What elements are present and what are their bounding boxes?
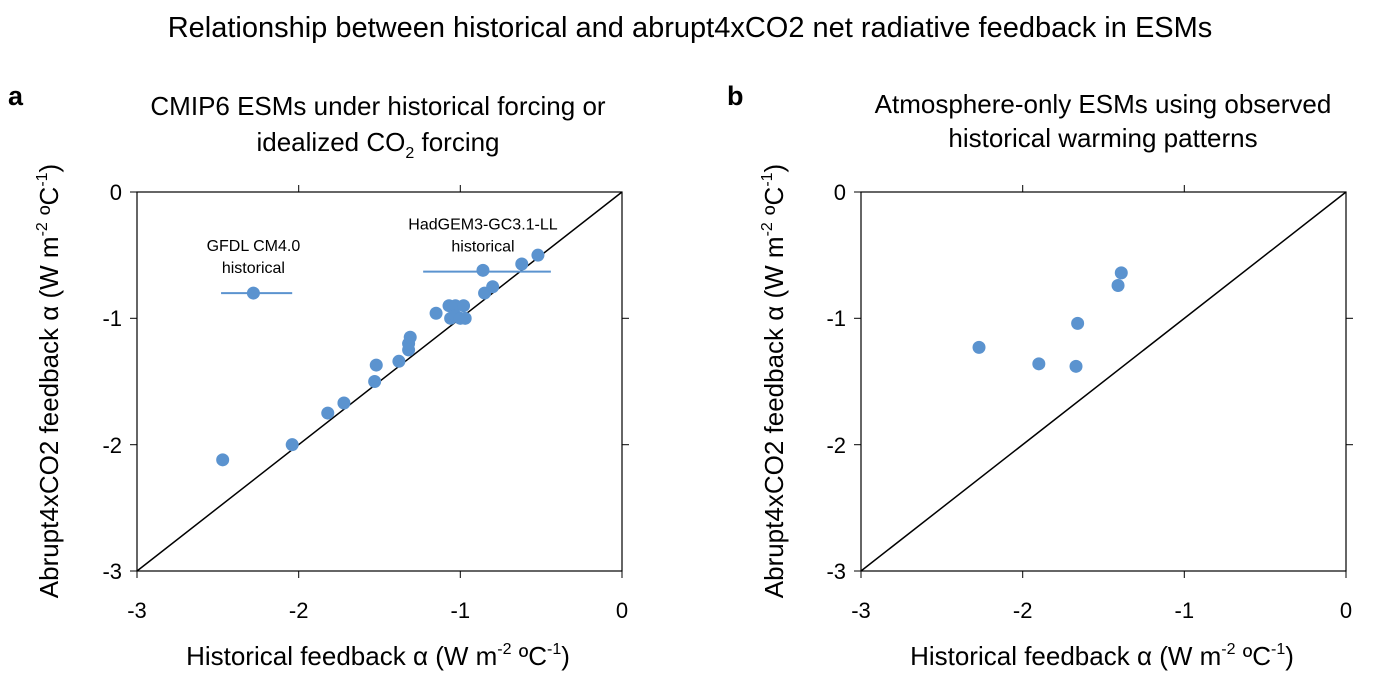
panel-a-ylabel-end: ) (34, 164, 64, 173)
panel-a-annotation-line1: HadGEM3-GC3.1-LL (408, 217, 557, 234)
panel-b-xtick-label: -1 (1175, 598, 1195, 623)
panel-a-xlabel: Historical feedback α (W m-2 ºC-1) (186, 641, 570, 671)
panel-a-data-point (246, 286, 260, 300)
panel-b-xlabel-main: Historical feedback α (W m (910, 641, 1221, 671)
panel-a-ytick-label: -1 (102, 306, 122, 331)
panel-a-data-point (486, 280, 500, 294)
panel-a-xtick-label: -2 (289, 598, 309, 623)
panel-a-xtick-label: -3 (127, 598, 147, 623)
panel-a-data-point (368, 375, 382, 388)
panel-a-xlabel-main: Historical feedback α (W m (186, 641, 497, 671)
panel-b-letter: b (727, 81, 744, 111)
panel-a-data-point (392, 354, 406, 368)
panel-b-ylabel: Abrupt4xCO2 feedback α (W m-2 ºC-1) (759, 164, 789, 598)
panel-a-ylabel-sup1: -2 (34, 222, 51, 236)
panel-a-ytick-labels: 0 -1 -2 -3 (102, 180, 122, 584)
panel-b-ticks (854, 185, 1353, 578)
panel-b-xlabel-end: ) (1285, 641, 1294, 671)
panel-a-ylabel-mid: ºC (34, 187, 64, 223)
panel-b-data-point (1032, 357, 1046, 371)
panel-a-plot-frame (136, 191, 623, 572)
panel-b-data-point (1114, 266, 1128, 280)
panel-a-xlabel-end: ) (561, 641, 570, 671)
panel-b-one-to-one-line (860, 191, 1347, 572)
panel-a-xlabel-sup2: -1 (547, 641, 561, 658)
panel-a-data-point (429, 306, 443, 320)
panel-a-ylabel-main: Abrupt4xCO2 feedback α (W m (34, 236, 64, 598)
panel-a-title-line2-sub: 2 (405, 145, 414, 162)
panel-a-data-point (216, 453, 230, 467)
panel-a-marks: GFDL CM4.0 historical HadGEM3-GC3.1-LL hist… (136, 191, 623, 572)
panel-a-xlabel-mid: ºC (512, 641, 548, 671)
panel-a-data-point (321, 406, 335, 420)
panel-a-data-point (531, 248, 545, 262)
panel-b-marks (860, 191, 1347, 572)
panel-b-ylabel-mid: ºC (759, 187, 789, 223)
panel-a-title-line2-main: idealized CO (256, 127, 405, 157)
panel-a-data-point (458, 311, 472, 325)
panel-b: b Atmosphere-only ESMs using observed hi… (727, 81, 1353, 671)
panel-a-letter: a (8, 81, 24, 111)
panel-b-xtick-label: -2 (1013, 598, 1033, 623)
panel-b-ytick-label: -1 (826, 306, 846, 331)
panel-b-ytick-label: -3 (826, 559, 846, 584)
panel-b-data-point (972, 340, 986, 354)
panel-a-ylabel: Abrupt4xCO2 feedback α (W m-2 ºC-1) (34, 164, 64, 598)
panel-b-ytick-label: -2 (826, 433, 846, 458)
panel-b-ylabel-main: Abrupt4xCO2 feedback α (W m (759, 236, 789, 598)
panel-a-title-line2-end: forcing (414, 127, 499, 157)
panel-a-xlabel-sup1: -2 (497, 641, 511, 658)
panel-a-xtick-label: -1 (451, 598, 471, 623)
panel-b-ylabel-end: ) (759, 164, 789, 173)
panel-a-data-point (403, 330, 417, 344)
panel-a-annotation-line2: historical (222, 260, 285, 277)
panel-b-xlabel-mid: ºC (1236, 641, 1272, 671)
panel-a-ytick-label: -2 (102, 433, 122, 458)
panel-b-ylabel-sup2: -1 (759, 172, 776, 186)
panel-a-title-line2: idealized CO2 forcing (256, 127, 499, 162)
panel-a: a CMIP6 ESMs under historical forcing or… (8, 81, 629, 671)
panel-b-data-point (1111, 278, 1125, 292)
panel-b-data-point (1069, 359, 1083, 373)
panel-a-annotation-line2: historical (451, 239, 514, 256)
panel-a-title-line1: CMIP6 ESMs under historical forcing or (150, 91, 606, 121)
panel-b-xtick-label: 0 (1340, 598, 1352, 623)
panel-a-ytick-label: -3 (102, 559, 122, 584)
panel-b-xtick-labels: -3 -2 -1 0 (851, 598, 1352, 623)
panel-b-ylabel-sup1: -2 (759, 222, 776, 236)
panel-b-title-line2-main: historical warming patterns (948, 123, 1257, 153)
panel-b-plot-frame (860, 191, 1347, 572)
panel-a-ytick-label: 0 (110, 180, 122, 205)
panel-a-data-point (476, 263, 490, 277)
panel-b-xlabel-sup1: -2 (1221, 641, 1235, 658)
panel-a-data-point (515, 257, 529, 271)
figure-title: Relationship between historical and abru… (168, 12, 1213, 44)
panel-a-xtick-labels: -3 -2 -1 0 (127, 598, 628, 623)
panel-a-data-point (337, 396, 351, 410)
panel-a-ticks (130, 185, 629, 578)
panel-b-xlabel: Historical feedback α (W m-2 ºC-1) (910, 641, 1294, 671)
panel-b-title-line2: historical warming patterns (948, 123, 1257, 153)
panel-a-xtick-label: 0 (616, 598, 628, 623)
panel-a-annotation-line1: GFDL CM4.0 (207, 238, 301, 255)
panel-b-title-line1: Atmosphere-only ESMs using observed (875, 89, 1332, 119)
panel-b-ytick-labels: 0 -1 -2 -3 (826, 180, 846, 584)
panel-a-data-point (457, 299, 471, 313)
panel-a-data-point (285, 438, 299, 452)
panel-a-data-point (369, 358, 383, 372)
panel-b-xtick-label: -3 (851, 598, 871, 623)
panel-b-ytick-label: 0 (834, 180, 846, 205)
panel-b-data-point (1071, 316, 1085, 330)
panel-a-ylabel-sup2: -1 (34, 172, 51, 186)
panel-b-xlabel-sup2: -1 (1271, 641, 1285, 658)
